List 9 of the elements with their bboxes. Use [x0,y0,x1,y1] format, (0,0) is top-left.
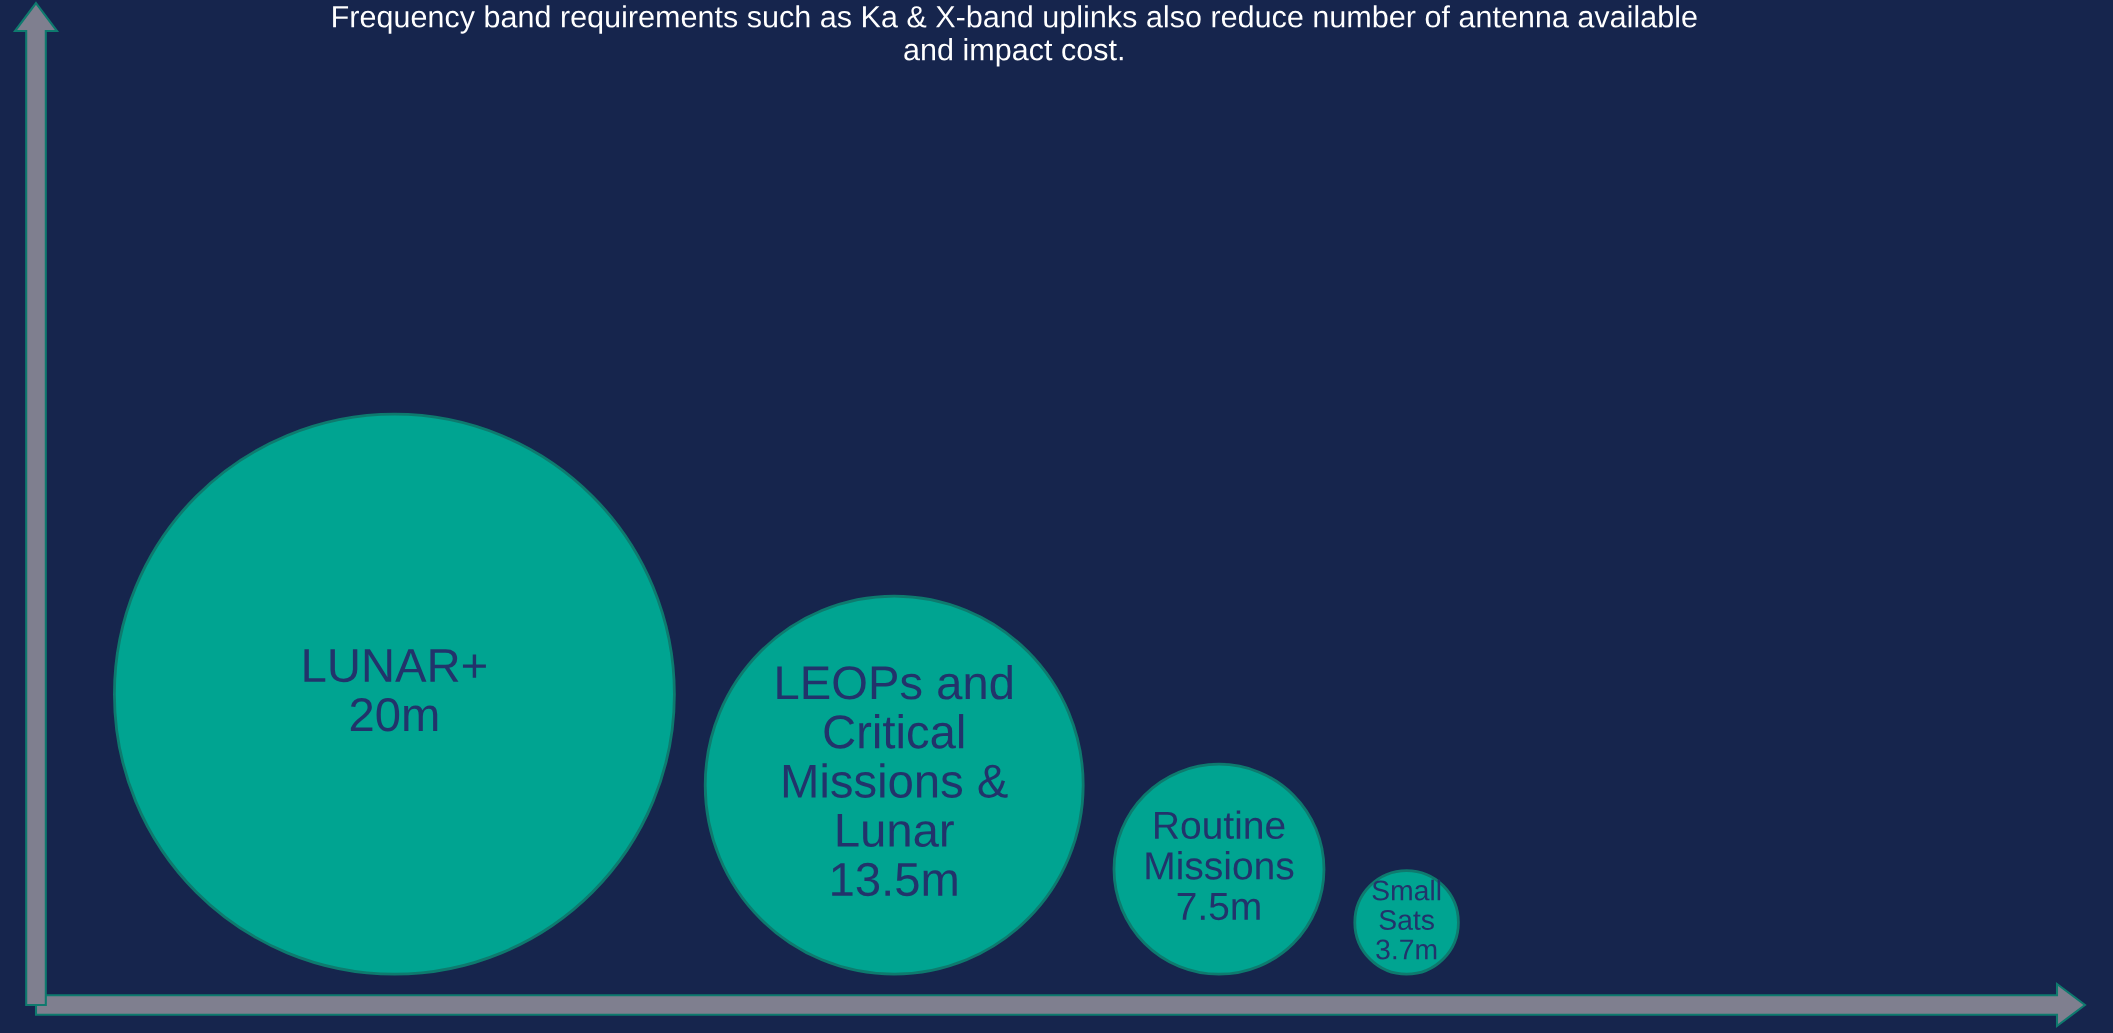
data-label: 13.5m [832,862,957,897]
category-label: LEOPs and Critical Missions & Lunar [777,664,1012,848]
data-label: 3.7m [1376,939,1437,960]
category-label: Small Sats [1372,879,1441,931]
data-label: 7.5m [1177,893,1260,921]
data-label: 20m [350,698,438,732]
category-label: Routine Missions [1146,810,1294,880]
category-label: LUNAR+ [304,649,486,683]
text: Frequency band requirements such as Ka & X-band uplinks also reduce number of antenna available and impact cost. [333,5,1697,67]
